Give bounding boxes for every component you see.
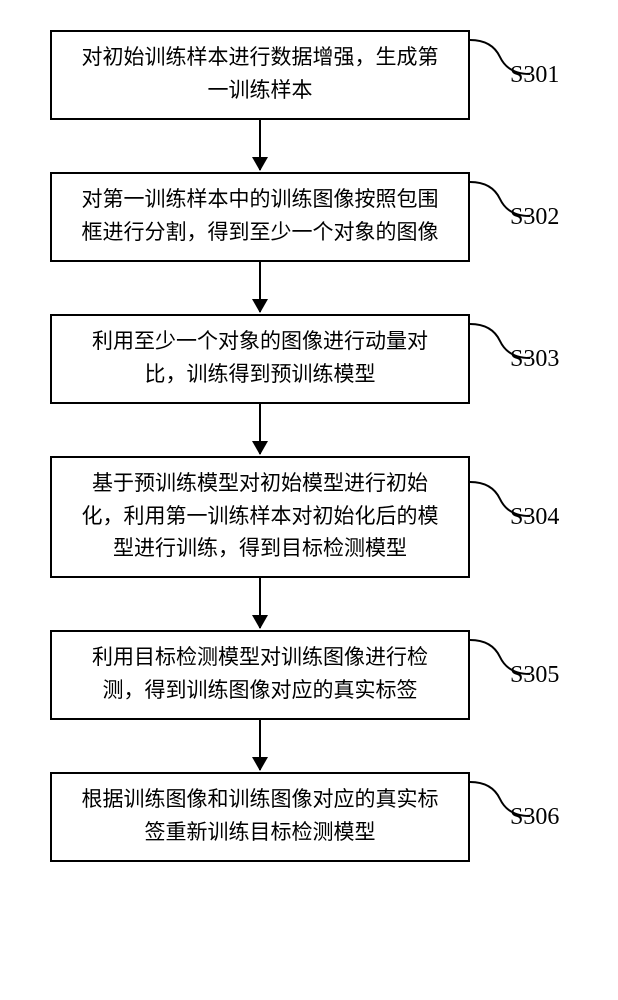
- flowchart-step: 利用至少一个对象的图像进行动量对比，训练得到预训练模型 S303: [50, 314, 568, 404]
- flowchart-step: 基于预训练模型对初始模型进行初始化，利用第一训练样本对初始化后的模型进行训练，得…: [50, 456, 568, 578]
- step-box: 利用至少一个对象的图像进行动量对比，训练得到预训练模型: [50, 314, 470, 404]
- step-label: S302: [510, 204, 559, 231]
- step-label: S301: [510, 62, 559, 89]
- arrow-down: [259, 120, 261, 170]
- step-label: S303: [510, 346, 559, 373]
- arrow-down: [259, 404, 261, 454]
- flowchart-step: 对第一训练样本中的训练图像按照包围框进行分割，得到至少一个对象的图像 S302: [50, 172, 568, 262]
- step-label: S305: [510, 662, 559, 689]
- step-text: 对初始训练样本进行数据增强，生成第一训练样本: [74, 42, 446, 107]
- step-label: S304: [510, 504, 559, 531]
- flowchart-step: 对初始训练样本进行数据增强，生成第一训练样本 S301: [50, 30, 568, 120]
- step-box: 利用目标检测模型对训练图像进行检测，得到训练图像对应的真实标签: [50, 630, 470, 720]
- arrow-down: [259, 262, 261, 312]
- flowchart-step: 根据训练图像和训练图像对应的真实标签重新训练目标检测模型 S306: [50, 772, 568, 862]
- flowchart-container: 对初始训练样本进行数据增强，生成第一训练样本 S301 对第一训练样本中的训练图像按…: [50, 30, 568, 862]
- step-text: 利用至少一个对象的图像进行动量对比，训练得到预训练模型: [74, 326, 446, 391]
- step-box: 根据训练图像和训练图像对应的真实标签重新训练目标检测模型: [50, 772, 470, 862]
- step-box: 对初始训练样本进行数据增强，生成第一训练样本: [50, 30, 470, 120]
- step-box: 基于预训练模型对初始模型进行初始化，利用第一训练样本对初始化后的模型进行训练，得…: [50, 456, 470, 578]
- step-text: 根据训练图像和训练图像对应的真实标签重新训练目标检测模型: [74, 784, 446, 849]
- step-label: S306: [510, 804, 559, 831]
- step-text: 对第一训练样本中的训练图像按照包围框进行分割，得到至少一个对象的图像: [74, 184, 446, 249]
- step-text: 利用目标检测模型对训练图像进行检测，得到训练图像对应的真实标签: [74, 642, 446, 707]
- flowchart-step: 利用目标检测模型对训练图像进行检测，得到训练图像对应的真实标签 S305: [50, 630, 568, 720]
- arrow-down: [259, 578, 261, 628]
- arrow-down: [259, 720, 261, 770]
- step-text: 基于预训练模型对初始模型进行初始化，利用第一训练样本对初始化后的模型进行训练，得…: [74, 468, 446, 566]
- step-box: 对第一训练样本中的训练图像按照包围框进行分割，得到至少一个对象的图像: [50, 172, 470, 262]
